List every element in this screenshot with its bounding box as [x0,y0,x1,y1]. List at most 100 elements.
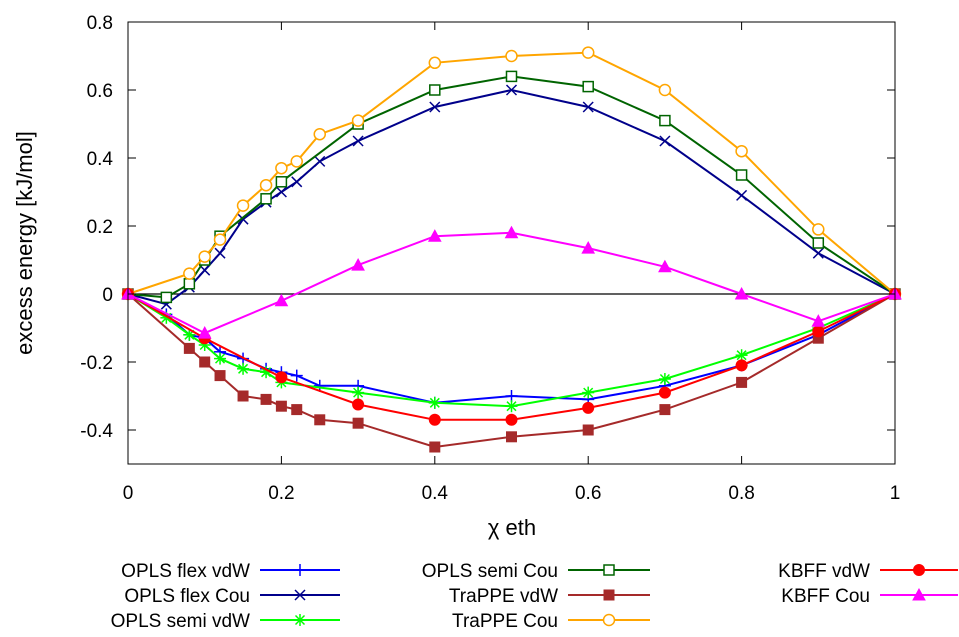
legend-marker [603,589,615,601]
data-point [581,241,596,254]
data-point [352,417,364,429]
data-point [352,135,364,147]
legend-label: OPLS flex vdW [121,561,250,582]
series-4 [122,288,901,453]
legend-marker [602,613,616,627]
data-point [313,379,326,392]
data-point [314,155,326,167]
legend-marker [603,564,615,576]
series-line [127,51,896,295]
data-point [290,155,303,168]
y-tick-label: 0 [102,285,113,306]
data-point [183,342,195,354]
legend-marker [294,589,306,601]
data-point [812,223,825,236]
data-point [581,46,595,59]
x-axis-title: χ eth [488,515,536,540]
data-point [290,369,303,382]
data-point [260,193,272,205]
data-point [428,56,442,70]
legend-entry: TraPPE vdW [449,586,650,607]
data-point [352,386,365,399]
legend-entry: OPLS flex vdW [121,561,340,582]
data-point [582,386,595,399]
series-3 [122,70,901,304]
data-point [427,229,442,242]
data-point [313,127,326,141]
legend-label: KBFF Cou [781,586,870,607]
legend-label: TraPPE Cou [452,611,558,632]
legend-marker [294,614,306,626]
data-point [735,359,748,372]
data-point [275,161,288,175]
data-point [658,386,671,399]
data-point [198,250,211,263]
data-point [582,424,594,436]
legend-entry: OPLS semi vdW [111,611,340,632]
data-point [506,431,517,443]
data-point [183,267,196,280]
data-point [429,84,441,96]
data-point [659,135,671,147]
data-point [734,286,749,300]
series-5 [121,46,902,301]
x-tick-label: 0 [123,483,134,504]
legend-label: KBFF vdW [778,561,870,582]
data-point [429,101,441,113]
series-line [127,88,896,306]
data-point [428,396,441,409]
legend-entry: OPLS semi Cou [422,561,650,582]
data-point [812,237,825,249]
data-point [505,413,518,426]
legend-entry: KBFF Cou [781,586,958,607]
y-axis-title: excess energy [kJ/mol] [12,131,37,355]
legend-label: OPLS semi Cou [422,561,558,582]
series-line [127,231,896,335]
data-point [582,80,594,93]
legend-marker [913,564,925,576]
data-point [259,178,273,192]
legend-marker [294,564,306,576]
data-point [505,70,518,83]
data-point [735,349,748,362]
data-point [428,413,441,426]
data-point [275,371,288,384]
series-line [127,293,896,408]
x-tick-label: 1 [890,483,901,504]
data-point [199,356,211,368]
data-point [274,293,289,307]
data-point [237,362,250,375]
data-point [736,376,748,388]
data-point [183,278,196,290]
legend-label: OPLS flex Cou [124,586,250,607]
data-point [351,258,365,271]
series-line [127,75,896,299]
data-point [658,259,672,273]
data-point [659,114,671,127]
data-point [351,114,365,127]
data-point [658,373,671,385]
data-point [213,233,227,246]
data-point [735,144,748,158]
data-point [236,199,250,212]
data-point [812,247,824,259]
data-point [275,186,287,198]
data-point [582,401,595,414]
data-point [658,83,672,97]
data-point [275,400,287,412]
data-point [197,326,212,339]
data-point [214,352,227,365]
data-point [812,325,825,338]
legend-marker [912,587,926,601]
data-point [659,404,671,416]
data-point [505,400,518,413]
data-point [505,84,518,96]
y-tick-label: -0.2 [80,353,113,374]
data-point [582,101,594,113]
y-tick-label: -0.4 [80,421,113,442]
data-point [291,176,303,188]
legend-entry: TraPPE Cou [452,611,650,632]
data-point [352,398,365,411]
data-point [237,390,249,402]
